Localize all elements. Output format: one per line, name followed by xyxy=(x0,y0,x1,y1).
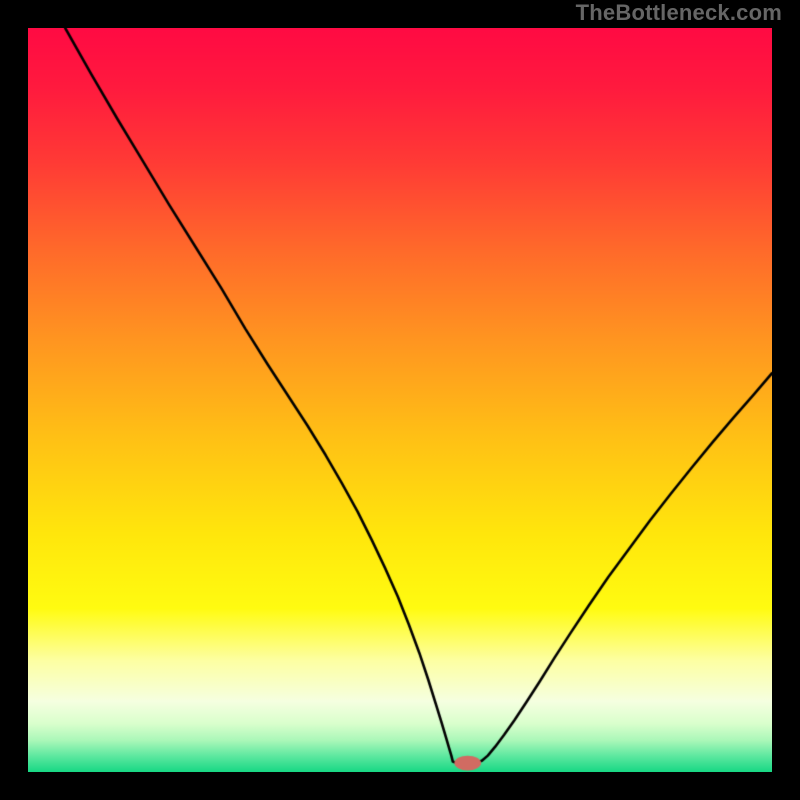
chart-canvas xyxy=(28,28,772,772)
branding-label: TheBottleneck.com xyxy=(576,0,782,26)
plot-area xyxy=(28,28,772,772)
outer-frame: TheBottleneck.com xyxy=(0,0,800,800)
